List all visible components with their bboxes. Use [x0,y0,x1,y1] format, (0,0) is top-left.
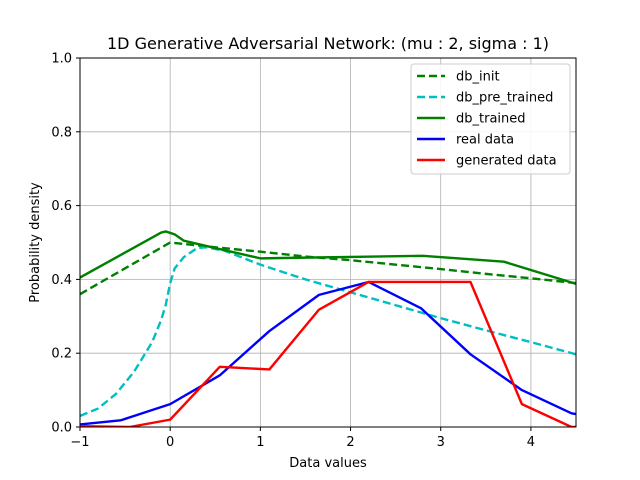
legend-label-db_pre_trained: db_pre_trained [456,91,553,106]
x-tick-label-2: 1 [256,435,264,450]
chart-title: 1D Generative Adversarial Network: (mu :… [107,34,549,53]
x-tick-label-1: 0 [166,435,174,450]
legend-label-db_trained: db_trained [456,112,526,127]
ticks: −1 0 1 2 3 4 0.0 0.2 0.4 0.6 0.8 1.0 [51,52,535,451]
y-tick-label-1: 0.2 [51,347,72,362]
axes-frame [79,57,577,428]
y-tick-label-4: 0.8 [51,125,72,140]
y-tick-label-0: 0.0 [51,421,72,436]
series-line-generated-data [80,280,576,427]
series-line-db_trained [80,230,576,285]
y-tick-label-2: 0.4 [51,273,72,288]
legend-label-generated-data: generated data [456,154,557,169]
legend-label-real-data: real data [456,133,514,148]
legend-label-db_init: db_init [456,70,500,85]
series-layer [80,230,576,427]
x-tick-label-4: 3 [437,435,445,450]
x-tick-label-3: 2 [346,435,354,450]
legend-box [410,63,571,175]
series-line-real-data [80,280,576,426]
x-tick-label-5: 4 [527,435,535,450]
y-tick-label-5: 1.0 [51,52,72,67]
y-tick-label-3: 0.6 [51,199,72,214]
x-tick-label-0: −1 [70,435,89,450]
x-axis-label: Data values [289,456,367,471]
y-axis-label: Probability density [28,182,43,303]
